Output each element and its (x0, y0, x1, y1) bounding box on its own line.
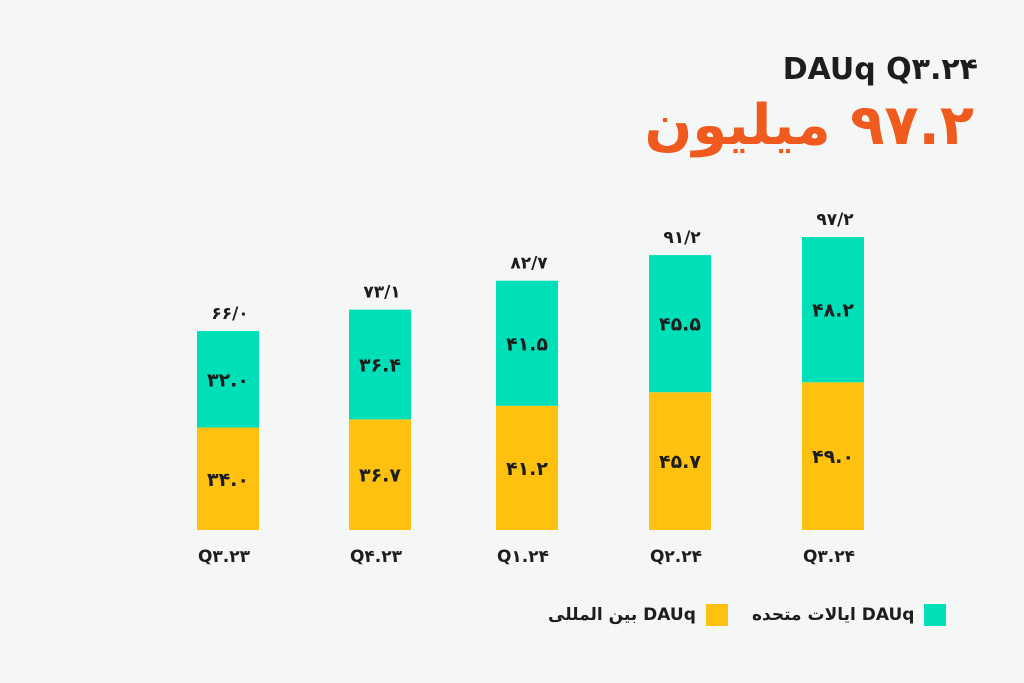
bar-total-label: ۸۲/۷ (510, 254, 548, 274)
x-tick-label: Q۳.۲۴ (803, 547, 855, 567)
bar-us (649, 255, 711, 393)
bar-international (197, 427, 259, 530)
legend-swatch-international (705, 604, 728, 626)
bar-label-us: ۴۸.۲ (812, 300, 854, 322)
bar-label-us: ۳۲.۰ (207, 369, 249, 391)
legend-item-us: DAUq ایالات متحده (752, 604, 947, 626)
headline-value: ۹۷.۲ میلیون (644, 93, 974, 158)
legend-label-us: DAUq ایالات متحده (752, 605, 915, 625)
bar-label-international: ۳۶.۷ (359, 465, 401, 487)
bar-label-international: ۴۹.۰ (812, 446, 854, 468)
bar-international (349, 419, 411, 530)
bar-label-us: ۳۶.۴ (359, 355, 401, 377)
chart-title: DAUq Q۳.۲۴ (782, 52, 978, 87)
stacked-bar-chart: ۳۴.۰ ۳۲.۰ ۶۶/۰ Q۳.۲۳ ۳۶.۷ ۳۶.۴ ۷۳/۱ Q۴.۲۳ ۴۱.۲ ۴۱… (197, 210, 864, 567)
bar-us (802, 237, 864, 383)
bar-us (496, 280, 558, 406)
bar-us (197, 331, 259, 428)
bar-international (649, 392, 711, 530)
bar-total-label: ۶۶/۰ (211, 304, 248, 324)
bar-label-us: ۴۵.۵ (659, 314, 701, 336)
legend-label-international: DAUq بین المللی (548, 605, 696, 625)
legend-item-international: DAUq بین المللی (548, 604, 728, 626)
bar-international (496, 405, 558, 530)
bar-label-international: ۳۴.۰ (207, 469, 249, 491)
x-tick-label: Q۲.۲۴ (650, 547, 702, 567)
bar-international (802, 382, 864, 530)
x-tick-label: Q۱.۲۴ (497, 547, 549, 567)
bar-total-label: ۹۱/۲ (663, 228, 701, 248)
x-tick-label: Q۳.۲۳ (198, 547, 251, 567)
x-tick-label: Q۴.۲۳ (350, 547, 403, 567)
bar-label-us: ۴۱.۵ (506, 333, 548, 355)
bar-total-label: ۹۷/۲ (816, 210, 854, 230)
bar-total-label: ۷۳/۱ (363, 283, 400, 303)
bar-label-international: ۴۱.۲ (506, 458, 548, 480)
bar-label-international: ۴۵.۷ (659, 451, 701, 473)
legend-swatch-us (924, 604, 947, 626)
bar-us (349, 309, 411, 420)
